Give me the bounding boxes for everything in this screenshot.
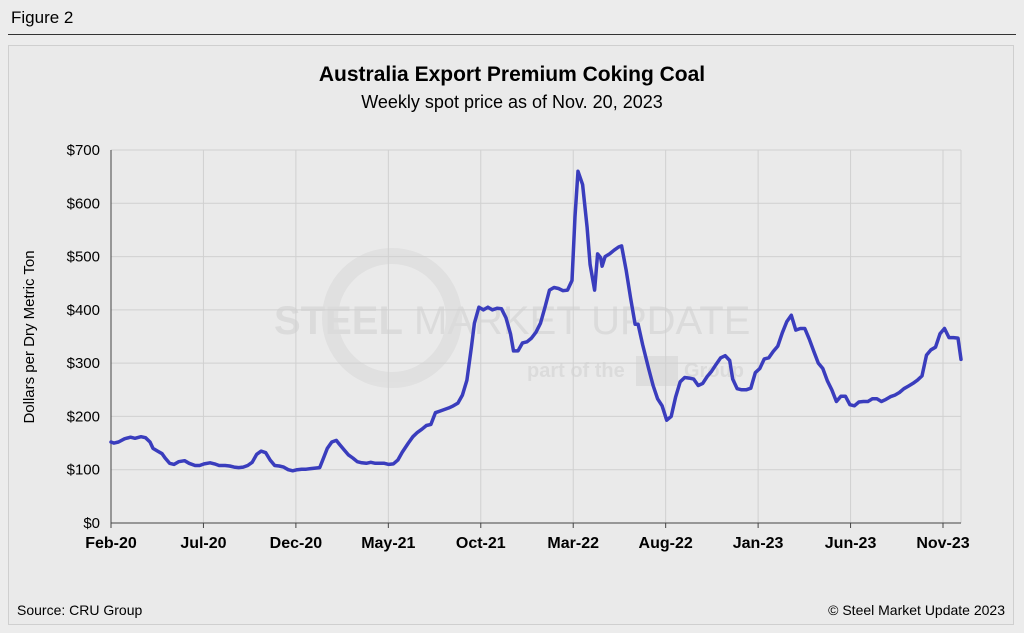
x-tick-label: Nov-23 <box>916 535 969 552</box>
y-tick-label: $0 <box>83 515 100 532</box>
y-tick-label: $100 <box>67 462 100 479</box>
x-tick-label: Aug-22 <box>639 535 693 552</box>
y-tick-label: $600 <box>67 195 100 212</box>
axes <box>110 150 961 528</box>
source-note: Source: CRU Group <box>17 602 143 618</box>
x-tick-label: Mar-22 <box>547 535 599 552</box>
x-tick-label: Jan-23 <box>733 535 784 552</box>
figure-divider <box>8 34 1016 35</box>
y-tick-label: $400 <box>67 302 100 319</box>
figure-label: Figure 2 <box>11 8 74 27</box>
series-line <box>109 169 963 473</box>
watermark-sub: part of the <box>527 360 625 382</box>
x-tick-label: Jun-23 <box>825 535 877 552</box>
x-tick-label: Dec-20 <box>270 535 323 552</box>
watermark-main-light: MARKET UPDATE <box>403 299 750 343</box>
x-tick-label: Oct-21 <box>456 535 506 552</box>
series-layer <box>109 169 963 473</box>
watermark-main-bold: STEEL <box>274 299 403 343</box>
x-tick-labels: Feb-20 Jul-20 Dec-20 May-21 Oct-21 Mar-22 Aug-… <box>85 535 970 552</box>
watermark: STEEL MARKET UPDATE part of the Group <box>274 248 750 388</box>
y-tick-label: $500 <box>67 249 100 266</box>
y-tick-label: $200 <box>67 408 100 425</box>
watermark-brand-icon <box>636 356 678 386</box>
x-tick-label: Feb-20 <box>85 535 137 552</box>
x-tick-label: May-21 <box>361 535 415 552</box>
y-tick-labels: $0 $100 $200 $300 $400 $500 $600 $700 <box>67 142 100 532</box>
watermark-logo-icon <box>322 248 462 388</box>
y-tick-label: $300 <box>67 355 100 372</box>
y-tick-label: $700 <box>67 142 100 159</box>
chart-subtitle: Weekly spot price as of Nov. 20, 2023 <box>361 92 663 112</box>
y-axis-label: Dollars per Dry Metric Ton <box>21 250 38 423</box>
copyright-note: © Steel Market Update 2023 <box>828 602 1005 618</box>
x-tick-label: Jul-20 <box>180 535 226 552</box>
chart-title: Australia Export Premium Coking Coal <box>318 63 706 86</box>
